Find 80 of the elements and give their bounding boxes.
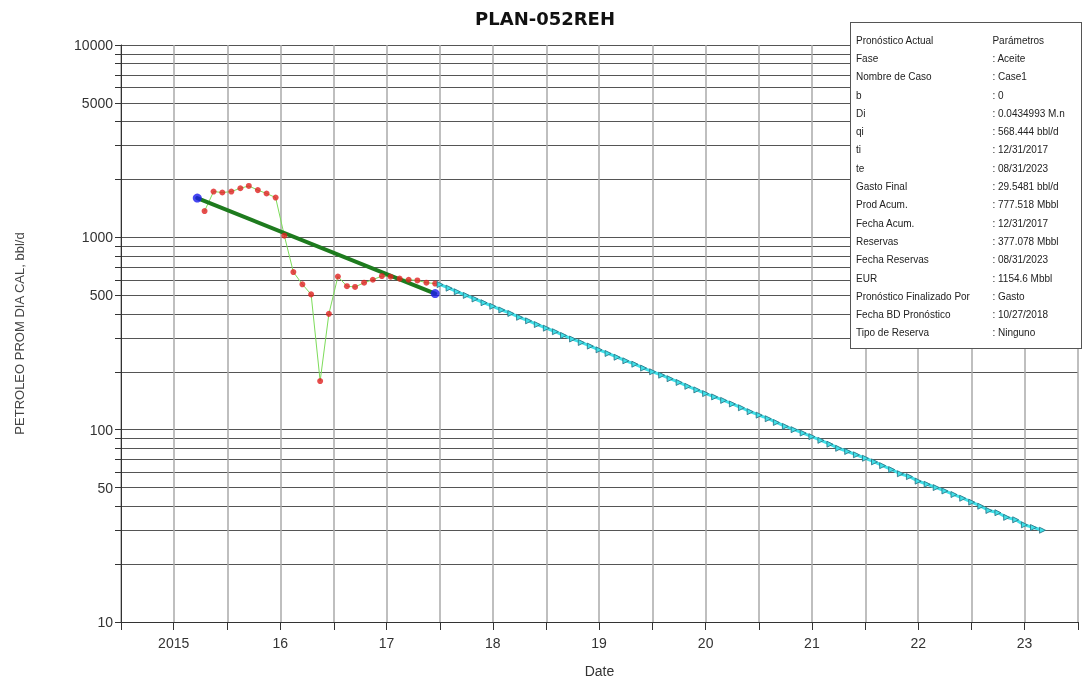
point xyxy=(387,273,394,280)
annotation: b xyxy=(856,88,863,103)
y-tick-label: 10 xyxy=(97,614,114,630)
annotation: : Ninguno xyxy=(992,326,1037,341)
point xyxy=(254,187,261,194)
point xyxy=(272,194,279,201)
x-tick-label: 2015 xyxy=(158,635,190,651)
point xyxy=(263,190,270,197)
x-tick-label: 19 xyxy=(591,635,608,651)
annotation: Reservas xyxy=(856,234,900,249)
x-tick-label: 17 xyxy=(378,635,395,651)
annotation: qi xyxy=(856,125,865,140)
annotation: EUR xyxy=(856,271,879,286)
y-tick-label: 100 xyxy=(89,421,114,438)
annotation: : 12/31/2017 xyxy=(992,216,1050,231)
x-tick-label: 16 xyxy=(272,635,289,651)
point xyxy=(210,188,217,195)
annotation: : 08/31/2023 xyxy=(992,161,1050,176)
point xyxy=(308,291,315,298)
annotation: Fecha BD Pronóstico xyxy=(856,308,952,323)
annotation: Fecha Reservas xyxy=(856,253,930,268)
annotation: Pronóstico Actual xyxy=(856,33,935,48)
x-tick-label: 23 xyxy=(1016,635,1033,651)
annotation: te xyxy=(856,161,866,176)
point xyxy=(192,193,202,203)
annotation: Gasto Final xyxy=(856,180,909,194)
point xyxy=(334,273,341,280)
x-tick-label: 20 xyxy=(697,635,714,651)
x-axis-title: Date xyxy=(584,663,615,679)
y-tick-label: 5000 xyxy=(81,94,114,111)
point xyxy=(361,279,368,286)
annotation: : 1154.6 Mbbl xyxy=(992,271,1054,286)
point xyxy=(281,232,288,239)
y-axis-title: PETROLEO PROM DIA CAL, bbl/d xyxy=(12,232,27,435)
point xyxy=(378,273,385,280)
chart-title: PLAN-052REH xyxy=(475,7,615,29)
annotation: : 568.444 bbl/d xyxy=(992,125,1060,140)
annotation: : 777.518 Mbbl xyxy=(992,198,1060,213)
x-tick-label: 22 xyxy=(910,635,927,651)
point xyxy=(317,378,324,385)
annotation: Parámetros xyxy=(992,33,1046,48)
y-tick-label: 500 xyxy=(89,287,114,304)
annotation: : 377.078 Mbbl xyxy=(992,234,1060,249)
annotation: Tipo de Reserva xyxy=(856,326,930,341)
annotation: : 10/27/2018 xyxy=(992,308,1050,323)
y-tick-label: 10000 xyxy=(74,37,114,53)
annotation: : Aceite xyxy=(992,51,1027,66)
annotation: : 29.5481 bbl/d xyxy=(992,180,1060,194)
point xyxy=(201,208,208,215)
point xyxy=(325,310,332,317)
annotation: Di xyxy=(856,106,867,121)
point xyxy=(430,289,440,299)
annotation: Pronóstico Finalizado Por xyxy=(856,289,971,304)
annotation: : 0 xyxy=(992,88,1005,103)
annotation: : 0.0434993 M.n xyxy=(992,106,1066,121)
point xyxy=(414,277,421,284)
point xyxy=(405,276,412,283)
y-tick-label: 1000 xyxy=(81,229,114,246)
point xyxy=(290,269,297,276)
annotation: Fase xyxy=(856,51,880,66)
point xyxy=(228,188,235,195)
annotation: Nombre de Caso xyxy=(856,70,933,85)
point xyxy=(245,182,252,189)
point xyxy=(299,281,306,288)
point xyxy=(237,185,244,192)
point xyxy=(352,283,359,290)
point xyxy=(343,283,350,290)
y-tick-label: 50 xyxy=(97,479,114,496)
annotation: : Case1 xyxy=(992,70,1028,85)
annotation: ti xyxy=(856,143,862,158)
point xyxy=(369,276,376,283)
annotation: : Gasto xyxy=(992,289,1026,304)
point xyxy=(423,279,430,286)
annotation: Fecha Acum. xyxy=(856,216,916,231)
point xyxy=(396,275,403,282)
annotation: : 12/31/2017 xyxy=(992,143,1050,158)
annotation: : 08/31/2023 xyxy=(992,253,1050,268)
x-tick-label: 21 xyxy=(804,635,820,651)
x-tick-label: 18 xyxy=(485,635,501,651)
annotation: Prod Acum. xyxy=(856,198,909,213)
